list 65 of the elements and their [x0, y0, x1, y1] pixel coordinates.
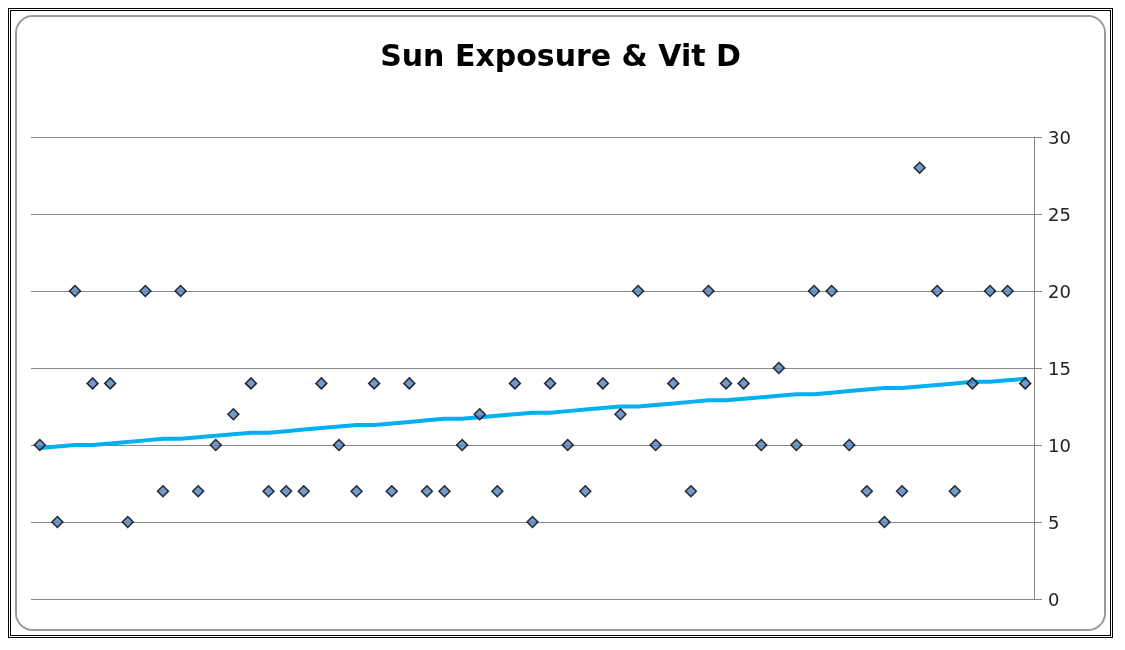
point	[667, 377, 680, 390]
point	[33, 438, 47, 452]
point	[174, 284, 187, 298]
point	[755, 438, 768, 452]
chart-title: Sun Exposure & Vit D	[380, 37, 741, 73]
point	[139, 284, 152, 298]
point	[420, 484, 434, 498]
point	[561, 438, 574, 452]
point	[51, 515, 64, 529]
point	[367, 377, 381, 390]
point	[209, 438, 223, 452]
point	[121, 515, 135, 529]
point	[262, 484, 275, 498]
y-tick-label: 15	[1048, 357, 1071, 379]
y-tick-label: 10	[1048, 434, 1071, 456]
point	[772, 361, 786, 375]
point	[508, 377, 522, 390]
y-tick-label: 5	[1048, 511, 1060, 533]
point	[473, 407, 486, 421]
point	[385, 484, 398, 498]
point	[631, 284, 645, 298]
point	[297, 484, 310, 498]
point	[948, 484, 962, 498]
point	[966, 377, 979, 390]
point	[1001, 284, 1014, 298]
point	[86, 377, 99, 390]
point	[332, 438, 346, 452]
y-tick-label: 20	[1048, 280, 1071, 302]
point	[719, 377, 733, 390]
point	[1018, 377, 1032, 390]
point	[68, 284, 82, 298]
point	[403, 377, 416, 390]
point	[807, 284, 821, 298]
point	[825, 284, 838, 298]
point	[315, 377, 328, 390]
point	[596, 377, 610, 390]
point	[543, 377, 557, 390]
point	[842, 438, 856, 452]
point	[702, 284, 715, 298]
point	[649, 438, 662, 452]
point	[244, 377, 258, 390]
point	[860, 484, 874, 498]
point	[279, 484, 293, 498]
y-tick-label: 0	[1048, 588, 1060, 610]
point	[438, 484, 451, 498]
point	[614, 407, 627, 421]
point	[491, 484, 504, 498]
point	[684, 484, 698, 498]
point	[930, 284, 944, 298]
point	[913, 161, 926, 175]
point	[790, 438, 803, 452]
point	[156, 484, 170, 498]
point	[455, 438, 469, 452]
y-tick-label: 25	[1048, 203, 1071, 225]
point	[579, 484, 592, 498]
point	[983, 284, 997, 298]
point	[350, 484, 363, 498]
point	[737, 377, 750, 390]
point	[895, 484, 909, 498]
point	[878, 515, 891, 529]
point	[526, 515, 539, 529]
y-tick-label: 30	[1048, 126, 1071, 148]
point	[103, 377, 117, 390]
point	[227, 407, 240, 421]
point	[191, 484, 205, 498]
